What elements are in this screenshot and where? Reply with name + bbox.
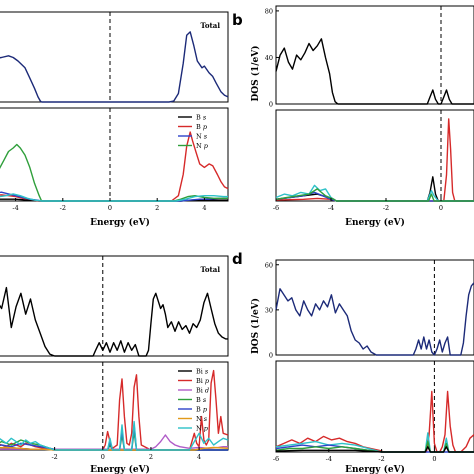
panel-label-b: b	[232, 11, 243, 29]
y-tick-label: 60	[265, 261, 273, 269]
y-tick-label: 0	[269, 352, 273, 360]
x-tick-label: -2	[60, 204, 66, 212]
panel-b: 0 40 80 -6 -4 -2 0 Energy (eV) DOS (1/eV)	[250, 5, 474, 228]
panel-d-subplot-0: 0 30 60	[265, 259, 474, 360]
legend-label: N s	[196, 415, 208, 423]
series-line-0	[275, 282, 474, 356]
panel-label-d: d	[232, 250, 243, 268]
series-line-0	[0, 31, 229, 103]
series-line-n-p	[0, 420, 229, 451]
legend-label: B s	[196, 396, 207, 404]
plot-frame	[275, 259, 474, 356]
x-tick-label: -4	[326, 455, 332, 463]
y-tick-label: 80	[265, 7, 273, 15]
panel-b-subplot-1: -6 -4 -2 0	[273, 109, 474, 212]
series-line-4	[275, 188, 474, 202]
x-axis-label: Energy (eV)	[345, 217, 405, 228]
x-axis-label: Energy (eV)	[90, 464, 150, 474]
legend-label: B s	[196, 114, 207, 122]
panel-a-subplot-1: B sB p N sN p -4 -2 0 2 4	[0, 107, 229, 212]
x-tick-label: -2	[51, 453, 57, 461]
x-tick-label: 2	[149, 453, 153, 461]
series-line-1	[275, 118, 474, 202]
legend-label: N s	[196, 133, 208, 141]
y-tick-label: 30	[265, 306, 273, 314]
x-tick-label: -6	[273, 455, 279, 463]
x-axis-label: Energy (eV)	[345, 464, 405, 474]
x-tick-label: -6	[273, 204, 279, 212]
panel-c: Total Bi sBi p Bi dB s B pN s N p -2 0 2 4 Energy…	[0, 255, 229, 474]
panel-c-subplot-1: Bi sBi p Bi dB s B pN s N p -2 0 2 4	[0, 361, 229, 461]
legend-label: B p	[196, 123, 208, 131]
x-tick-label: 4	[197, 453, 201, 461]
plot-frame	[275, 109, 474, 202]
panel-b-subplot-0: 0 40 80	[265, 5, 474, 109]
plot-frame	[275, 5, 474, 105]
panel-c-subplot-0: Total	[0, 255, 229, 357]
x-tick-label: -4	[328, 204, 334, 212]
subplot-title: Total	[200, 265, 220, 274]
series-line-n-p	[0, 143, 228, 202]
panel-a: Total B sB p N sN p -4 -2 0 2 4 Energy (eV)	[0, 11, 229, 228]
series-line-4	[0, 193, 228, 202]
x-tick-label: 0	[439, 204, 443, 212]
plot-frame	[0, 255, 229, 357]
panel-d: 0 30 60 -6 -4 -2 0 Energy (eV) DOS (1/eV)	[250, 259, 474, 474]
x-tick-label: 2	[155, 204, 159, 212]
x-tick-label: -2	[383, 204, 389, 212]
x-axis-label: Energy (eV)	[90, 217, 150, 228]
y-axis-label: DOS (1/eV)	[250, 298, 261, 354]
series-line-1	[275, 432, 474, 453]
legend-label: Bi p	[196, 377, 210, 385]
y-tick-label: 40	[265, 54, 273, 62]
legend-label: Bi d	[196, 387, 209, 395]
series-line-0	[0, 286, 228, 357]
x-tick-label: 0	[108, 204, 112, 212]
y-axis-label: DOS (1/eV)	[250, 45, 261, 101]
x-tick-label: 4	[202, 204, 206, 212]
x-tick-label: 0	[432, 455, 436, 463]
legend-label: N p	[196, 425, 209, 433]
x-tick-label: -2	[378, 455, 384, 463]
plot-frame	[0, 107, 229, 202]
subplot-title: Total	[200, 21, 220, 30]
x-tick-label: -4	[12, 204, 18, 212]
legend-label: B p	[196, 406, 208, 414]
x-tick-label: 0	[101, 453, 105, 461]
series-line-b-p	[0, 131, 229, 202]
panel-a-subplot-0: Total	[0, 11, 229, 103]
series-line-0	[275, 38, 474, 105]
series-line-2	[275, 184, 474, 202]
series-line-4	[275, 446, 474, 453]
y-tick-label: 0	[269, 101, 273, 109]
series-line-bi-p	[0, 369, 229, 451]
panel-d-subplot-1: -6 -4 -2 0	[273, 360, 474, 463]
legend-label: N p	[196, 142, 209, 150]
series-line-n-s	[0, 446, 229, 451]
legend-label: Bi s	[196, 368, 209, 376]
